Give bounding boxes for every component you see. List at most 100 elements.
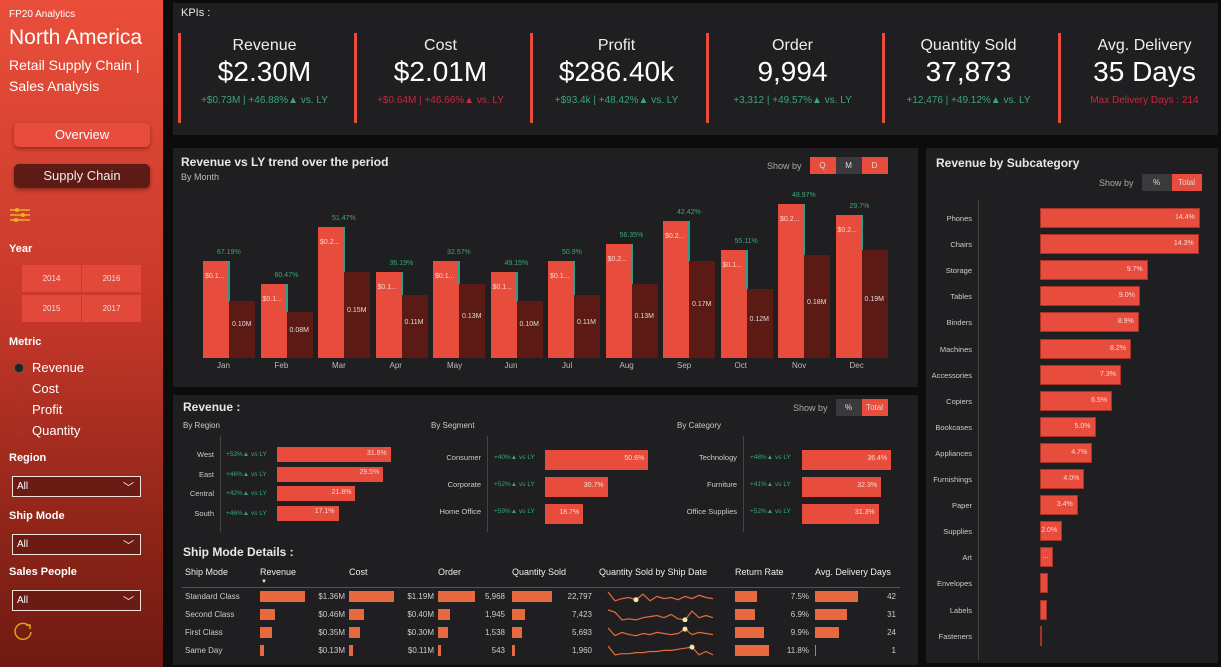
year-2014[interactable]: 2014 bbox=[22, 265, 81, 292]
bar-ly-oct[interactable]: 0.12M bbox=[746, 289, 773, 358]
bar-envelopes[interactable] bbox=[1040, 573, 1048, 594]
column-header[interactable]: Order bbox=[438, 567, 462, 577]
bar-consumer[interactable]: 50.6% bbox=[545, 450, 649, 470]
column-header[interactable]: Cost bbox=[349, 567, 368, 577]
year-2015[interactable]: 2015 bbox=[22, 295, 81, 322]
bar-order bbox=[438, 609, 451, 620]
bar-central[interactable]: 21.8% bbox=[277, 486, 356, 501]
bar-ly-apr[interactable]: 0.11M bbox=[401, 295, 428, 358]
bar-appliances[interactable]: 4.7% bbox=[1040, 442, 1093, 463]
bar-ly-nov[interactable]: 0.18M bbox=[804, 255, 830, 358]
year-2017[interactable]: 2017 bbox=[82, 295, 141, 322]
bar-current-aug[interactable]: $0.2... bbox=[605, 243, 632, 358]
bar-south[interactable]: 17.1% bbox=[277, 505, 339, 521]
bar-chairs[interactable]: 14.3% bbox=[1040, 234, 1199, 255]
growth-label: 56.35% bbox=[619, 231, 644, 239]
bar-current-sep[interactable]: $0.2... bbox=[663, 220, 689, 358]
metric-label: Profit bbox=[32, 402, 63, 417]
bar-current-nov[interactable]: $0.2... bbox=[778, 203, 804, 358]
year-label: Year bbox=[9, 243, 33, 255]
column-header[interactable]: Quantity Sold bbox=[512, 567, 567, 577]
bar-labels[interactable] bbox=[1040, 599, 1047, 620]
bar-ly-feb[interactable]: 0.08M bbox=[286, 312, 313, 358]
overview-button[interactable]: Overview bbox=[14, 123, 150, 147]
bar-current-dec[interactable]: $0.2... bbox=[835, 215, 862, 358]
bar-ly-aug[interactable]: 0.13M bbox=[631, 283, 658, 358]
showby-d[interactable]: D bbox=[861, 157, 888, 174]
column-header[interactable]: Ship Mode bbox=[185, 567, 229, 577]
bar-return-rate bbox=[735, 591, 757, 602]
bar-current-jan[interactable]: $0.1... bbox=[203, 260, 229, 358]
column-header[interactable]: Avg. Delivery Days bbox=[815, 567, 891, 577]
bar-ly-jan[interactable]: 0.10M bbox=[229, 300, 255, 358]
bar-ly-jul[interactable]: 0.11M bbox=[574, 295, 600, 358]
showby-percent[interactable]: % bbox=[835, 399, 862, 416]
sliders-icon[interactable] bbox=[10, 207, 30, 223]
sort-desc-icon[interactable]: ▼ bbox=[261, 579, 267, 585]
bar-current-feb[interactable]: $0.1... bbox=[260, 283, 287, 358]
bar-copiers[interactable]: 6.5% bbox=[1040, 390, 1113, 411]
column-header[interactable]: Quantity Sold by Ship Date bbox=[599, 567, 708, 577]
bar-ly-mar[interactable]: 0.15M bbox=[344, 272, 370, 358]
qty-cell: 7,423 bbox=[571, 610, 592, 619]
growth-label: +40%▲ vs LY bbox=[494, 454, 535, 461]
bar-fasteners[interactable] bbox=[1040, 625, 1042, 646]
kpi-card-profit: Profit $286.40k +$93.4k | +48.42%▲ vs. LY bbox=[530, 33, 700, 123]
header-divider bbox=[182, 587, 900, 588]
bar-technology[interactable]: 36.4% bbox=[802, 450, 892, 470]
metric-radio-quantity[interactable]: Quantity bbox=[14, 423, 80, 438]
bar-ly-sep[interactable]: 0.17M bbox=[689, 260, 715, 358]
dropdown-value: All bbox=[17, 595, 29, 606]
bar-current-oct[interactable]: $0.1... bbox=[720, 249, 747, 358]
bar-machines[interactable]: 8.2% bbox=[1040, 338, 1132, 359]
dropdown-label: Ship Mode bbox=[9, 510, 65, 522]
metric-radio-cost[interactable]: Cost bbox=[14, 381, 59, 396]
bar-ly-may[interactable]: 0.13M bbox=[459, 283, 485, 358]
bar-supplies[interactable]: 2.0% bbox=[1040, 521, 1063, 542]
metric-radio-profit[interactable]: Profit bbox=[14, 402, 62, 417]
x-tick-label: Mar bbox=[332, 361, 346, 370]
bar-storage[interactable]: 9.7% bbox=[1040, 260, 1148, 281]
bar-furniture[interactable]: 32.3% bbox=[802, 477, 882, 497]
bar-home-office[interactable]: 18.7% bbox=[545, 504, 584, 524]
bar-bookcases[interactable]: 5.0% bbox=[1040, 416, 1096, 437]
bar-art[interactable]: ... bbox=[1040, 547, 1054, 568]
bar-corporate[interactable]: 30.7% bbox=[545, 477, 608, 497]
column-header[interactable]: Return Rate bbox=[735, 567, 784, 577]
bar-current-jul[interactable]: $0.1... bbox=[548, 260, 574, 358]
bar-ly-jun[interactable]: 0.10M bbox=[516, 300, 543, 358]
ship-mode-dropdown[interactable]: All ﹀ bbox=[12, 534, 141, 555]
bar-binders[interactable]: 8.9% bbox=[1040, 312, 1139, 333]
bar-current-mar[interactable]: $0.2... bbox=[318, 226, 344, 358]
return-rate-cell: 11.8% bbox=[786, 646, 809, 655]
bar-phones[interactable]: 14.4% bbox=[1040, 208, 1200, 228]
metric-radio-revenue[interactable]: Revenue bbox=[14, 360, 84, 375]
bar-office-supplies[interactable]: 31.3% bbox=[802, 504, 879, 524]
bar-current-may[interactable]: $0.1... bbox=[433, 260, 459, 358]
subcategory-label: Appliances bbox=[935, 448, 972, 458]
year-2016[interactable]: 2016 bbox=[82, 265, 141, 292]
column-header[interactable]: Revenue bbox=[260, 567, 297, 577]
showby-total[interactable]: Total bbox=[861, 399, 888, 416]
showby-percent[interactable]: % bbox=[1141, 174, 1172, 191]
bar-furnishings[interactable]: 4.0% bbox=[1040, 469, 1085, 489]
supply-chain-button[interactable]: Supply Chain bbox=[14, 164, 150, 188]
showby-q[interactable]: Q bbox=[809, 157, 836, 174]
bar-ly-dec[interactable]: 0.19M bbox=[861, 249, 888, 358]
region-dropdown[interactable]: All ﹀ bbox=[12, 476, 141, 497]
showby-total[interactable]: Total bbox=[1171, 174, 1202, 191]
subcategory-label: Tables bbox=[950, 292, 972, 302]
bar-paper[interactable]: 3.4% bbox=[1040, 495, 1078, 516]
refresh-icon[interactable] bbox=[12, 621, 34, 643]
bar-current-apr[interactable]: $0.1... bbox=[375, 272, 402, 358]
bar-east[interactable]: 29.5% bbox=[277, 466, 384, 482]
bar-accessories[interactable]: 7.3% bbox=[1040, 364, 1122, 385]
bar-value: 6.5% bbox=[1091, 396, 1108, 404]
showby-m[interactable]: M bbox=[835, 157, 862, 174]
axis-line bbox=[978, 200, 979, 660]
bar-tables[interactable]: 9.0% bbox=[1040, 286, 1140, 307]
bar-west[interactable]: 31.6% bbox=[277, 447, 391, 462]
bar-current-jun[interactable]: $0.1... bbox=[490, 272, 517, 358]
sales-people-dropdown[interactable]: All ﹀ bbox=[12, 590, 141, 611]
return-rate-cell: 9.9% bbox=[790, 628, 809, 637]
